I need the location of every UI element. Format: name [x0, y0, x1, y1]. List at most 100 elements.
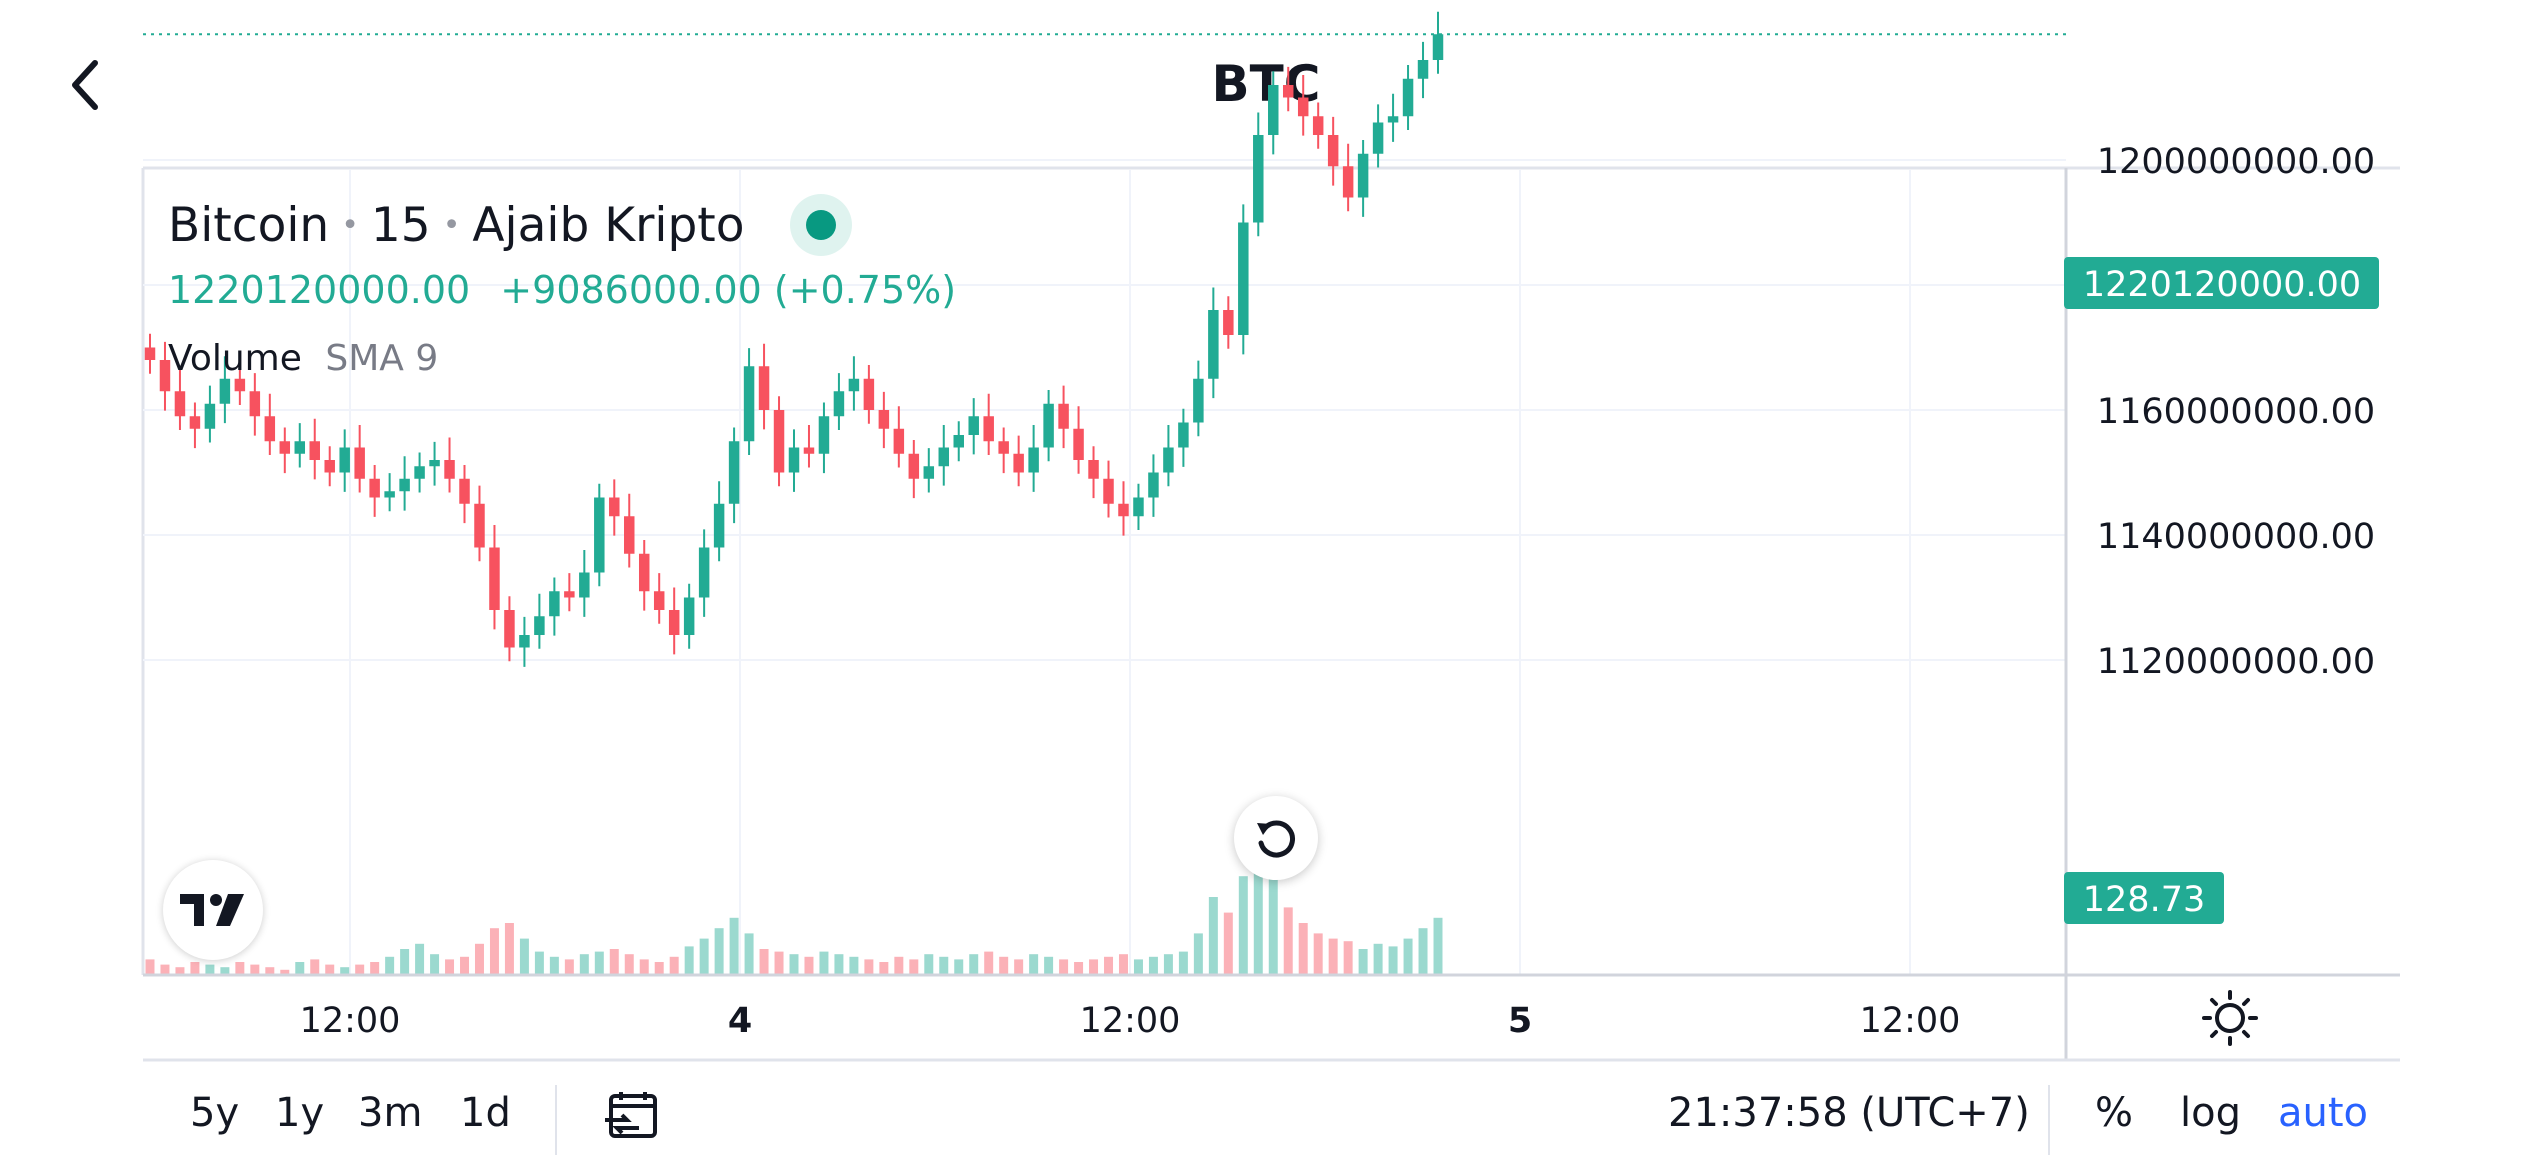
volume-bar: [1343, 941, 1353, 975]
candle-body: [159, 360, 171, 392]
volume-bar: [415, 943, 425, 975]
volume-bar: [355, 964, 365, 975]
volume-bar: [1253, 845, 1263, 975]
back-button[interactable]: [50, 45, 120, 125]
reset-chart-button[interactable]: [1234, 796, 1318, 880]
candle-body: [818, 416, 830, 454]
volume-bar: [160, 964, 170, 975]
auto-scale-button[interactable]: auto: [2278, 1090, 2369, 1136]
volume-bar: [639, 959, 649, 975]
candle-body: [878, 410, 890, 429]
legend-symbol-row[interactable]: Bitcoin • 15 • Ajaib Kripto: [168, 190, 956, 260]
candle-body: [339, 447, 350, 473]
candle-body: [728, 441, 740, 504]
volume-bar: [714, 928, 724, 975]
volume-label: 128.73: [2083, 880, 2205, 920]
candle-body: [1432, 34, 1444, 60]
volume-bar: [969, 954, 979, 975]
volume-bar: [205, 964, 215, 975]
volume-bar: [654, 962, 664, 975]
tradingview-logo-icon: [180, 894, 244, 926]
price-tick-label: 1200000000.00: [2097, 142, 2375, 182]
candle-body: [1357, 153, 1369, 198]
volume-bar: [504, 923, 514, 975]
candle-body: [429, 460, 440, 467]
volume-bar: [460, 956, 470, 975]
clock-timezone-button[interactable]: 21:37:58 (UTC+7): [1668, 1090, 2030, 1136]
volume-bar: [310, 959, 320, 975]
candle-body: [1327, 135, 1339, 167]
tradingview-logo[interactable]: [163, 860, 263, 960]
time-tick-label: 5: [1508, 1001, 1532, 1041]
candle-body: [1282, 85, 1294, 98]
volume-bar: [325, 964, 335, 975]
volume-label-bg: [2064, 872, 2224, 924]
volume-bar: [445, 959, 455, 975]
volume-bar: [549, 956, 559, 975]
candle-body: [893, 428, 905, 454]
candle-body: [609, 497, 620, 517]
range-3m-button[interactable]: 3m: [358, 1090, 423, 1136]
candle-body: [863, 378, 875, 410]
candle-body: [833, 391, 845, 417]
legend-price: 1220120000.00: [168, 268, 471, 312]
candle-body: [414, 466, 425, 479]
goto-date-button[interactable]: [605, 1090, 661, 1150]
volume-bar: [1433, 917, 1443, 975]
chart-legend[interactable]: Bitcoin • 15 • Ajaib Kripto 1220120000.0…: [168, 190, 956, 379]
candle-body: [1193, 378, 1204, 423]
candle-body: [1013, 453, 1024, 473]
candle-body: [309, 441, 320, 460]
volume-bar: [190, 962, 200, 975]
volume-bar: [999, 956, 1009, 975]
time-tick-label: 12:00: [1860, 1001, 1961, 1041]
candle-body: [1103, 478, 1114, 504]
candle-body: [1088, 460, 1099, 479]
candle-body: [534, 616, 545, 635]
volume-bar: [235, 962, 245, 975]
volume-bar: [744, 933, 754, 975]
volume-bar: [265, 967, 275, 975]
candle-body: [1028, 447, 1039, 473]
candle-body: [1163, 447, 1174, 473]
percent-scale-button[interactable]: %: [2095, 1090, 2134, 1136]
price-tick-label: 1160000000.00: [2097, 392, 2375, 432]
market-status-icon[interactable]: [790, 194, 853, 256]
volume-bar: [295, 962, 305, 975]
volume-bar: [1238, 876, 1248, 975]
candle-body: [1253, 135, 1264, 223]
candle-body: [1312, 116, 1324, 135]
volume-bar: [400, 949, 410, 975]
indicator-params: SMA 9: [325, 338, 439, 379]
volume-bar: [609, 949, 619, 975]
range-1d-button[interactable]: 1d: [460, 1090, 511, 1136]
candle-body: [519, 635, 530, 648]
candle-body: [294, 441, 306, 454]
candle-body: [204, 403, 216, 429]
candle-body: [1208, 310, 1219, 379]
candle-body: [1372, 122, 1384, 154]
candle-body: [189, 416, 201, 429]
settings-sun-icon[interactable]: [2202, 990, 2258, 1046]
log-scale-button[interactable]: log: [2180, 1090, 2241, 1136]
volume-bar: [1373, 943, 1383, 975]
candle-body: [983, 416, 994, 442]
candle-body: [444, 460, 455, 479]
last-price-label: 1220120000.00: [2083, 265, 2361, 305]
volume-bar: [280, 969, 290, 975]
volume-bar: [564, 959, 574, 975]
candle-body: [579, 572, 590, 598]
range-5y-button[interactable]: 5y: [190, 1090, 240, 1136]
candle-body: [399, 478, 410, 492]
last-price-label-bg: [2064, 257, 2379, 309]
volume-bar: [684, 946, 694, 975]
candle-body: [1133, 497, 1144, 517]
volume-bar: [1029, 954, 1039, 975]
legend-indicator-row[interactable]: Volume SMA 9: [168, 338, 956, 379]
volume-bar: [1044, 956, 1054, 975]
legend-separator: •: [442, 207, 461, 243]
range-1y-button[interactable]: 1y: [275, 1090, 325, 1136]
candle-body: [1178, 422, 1189, 448]
